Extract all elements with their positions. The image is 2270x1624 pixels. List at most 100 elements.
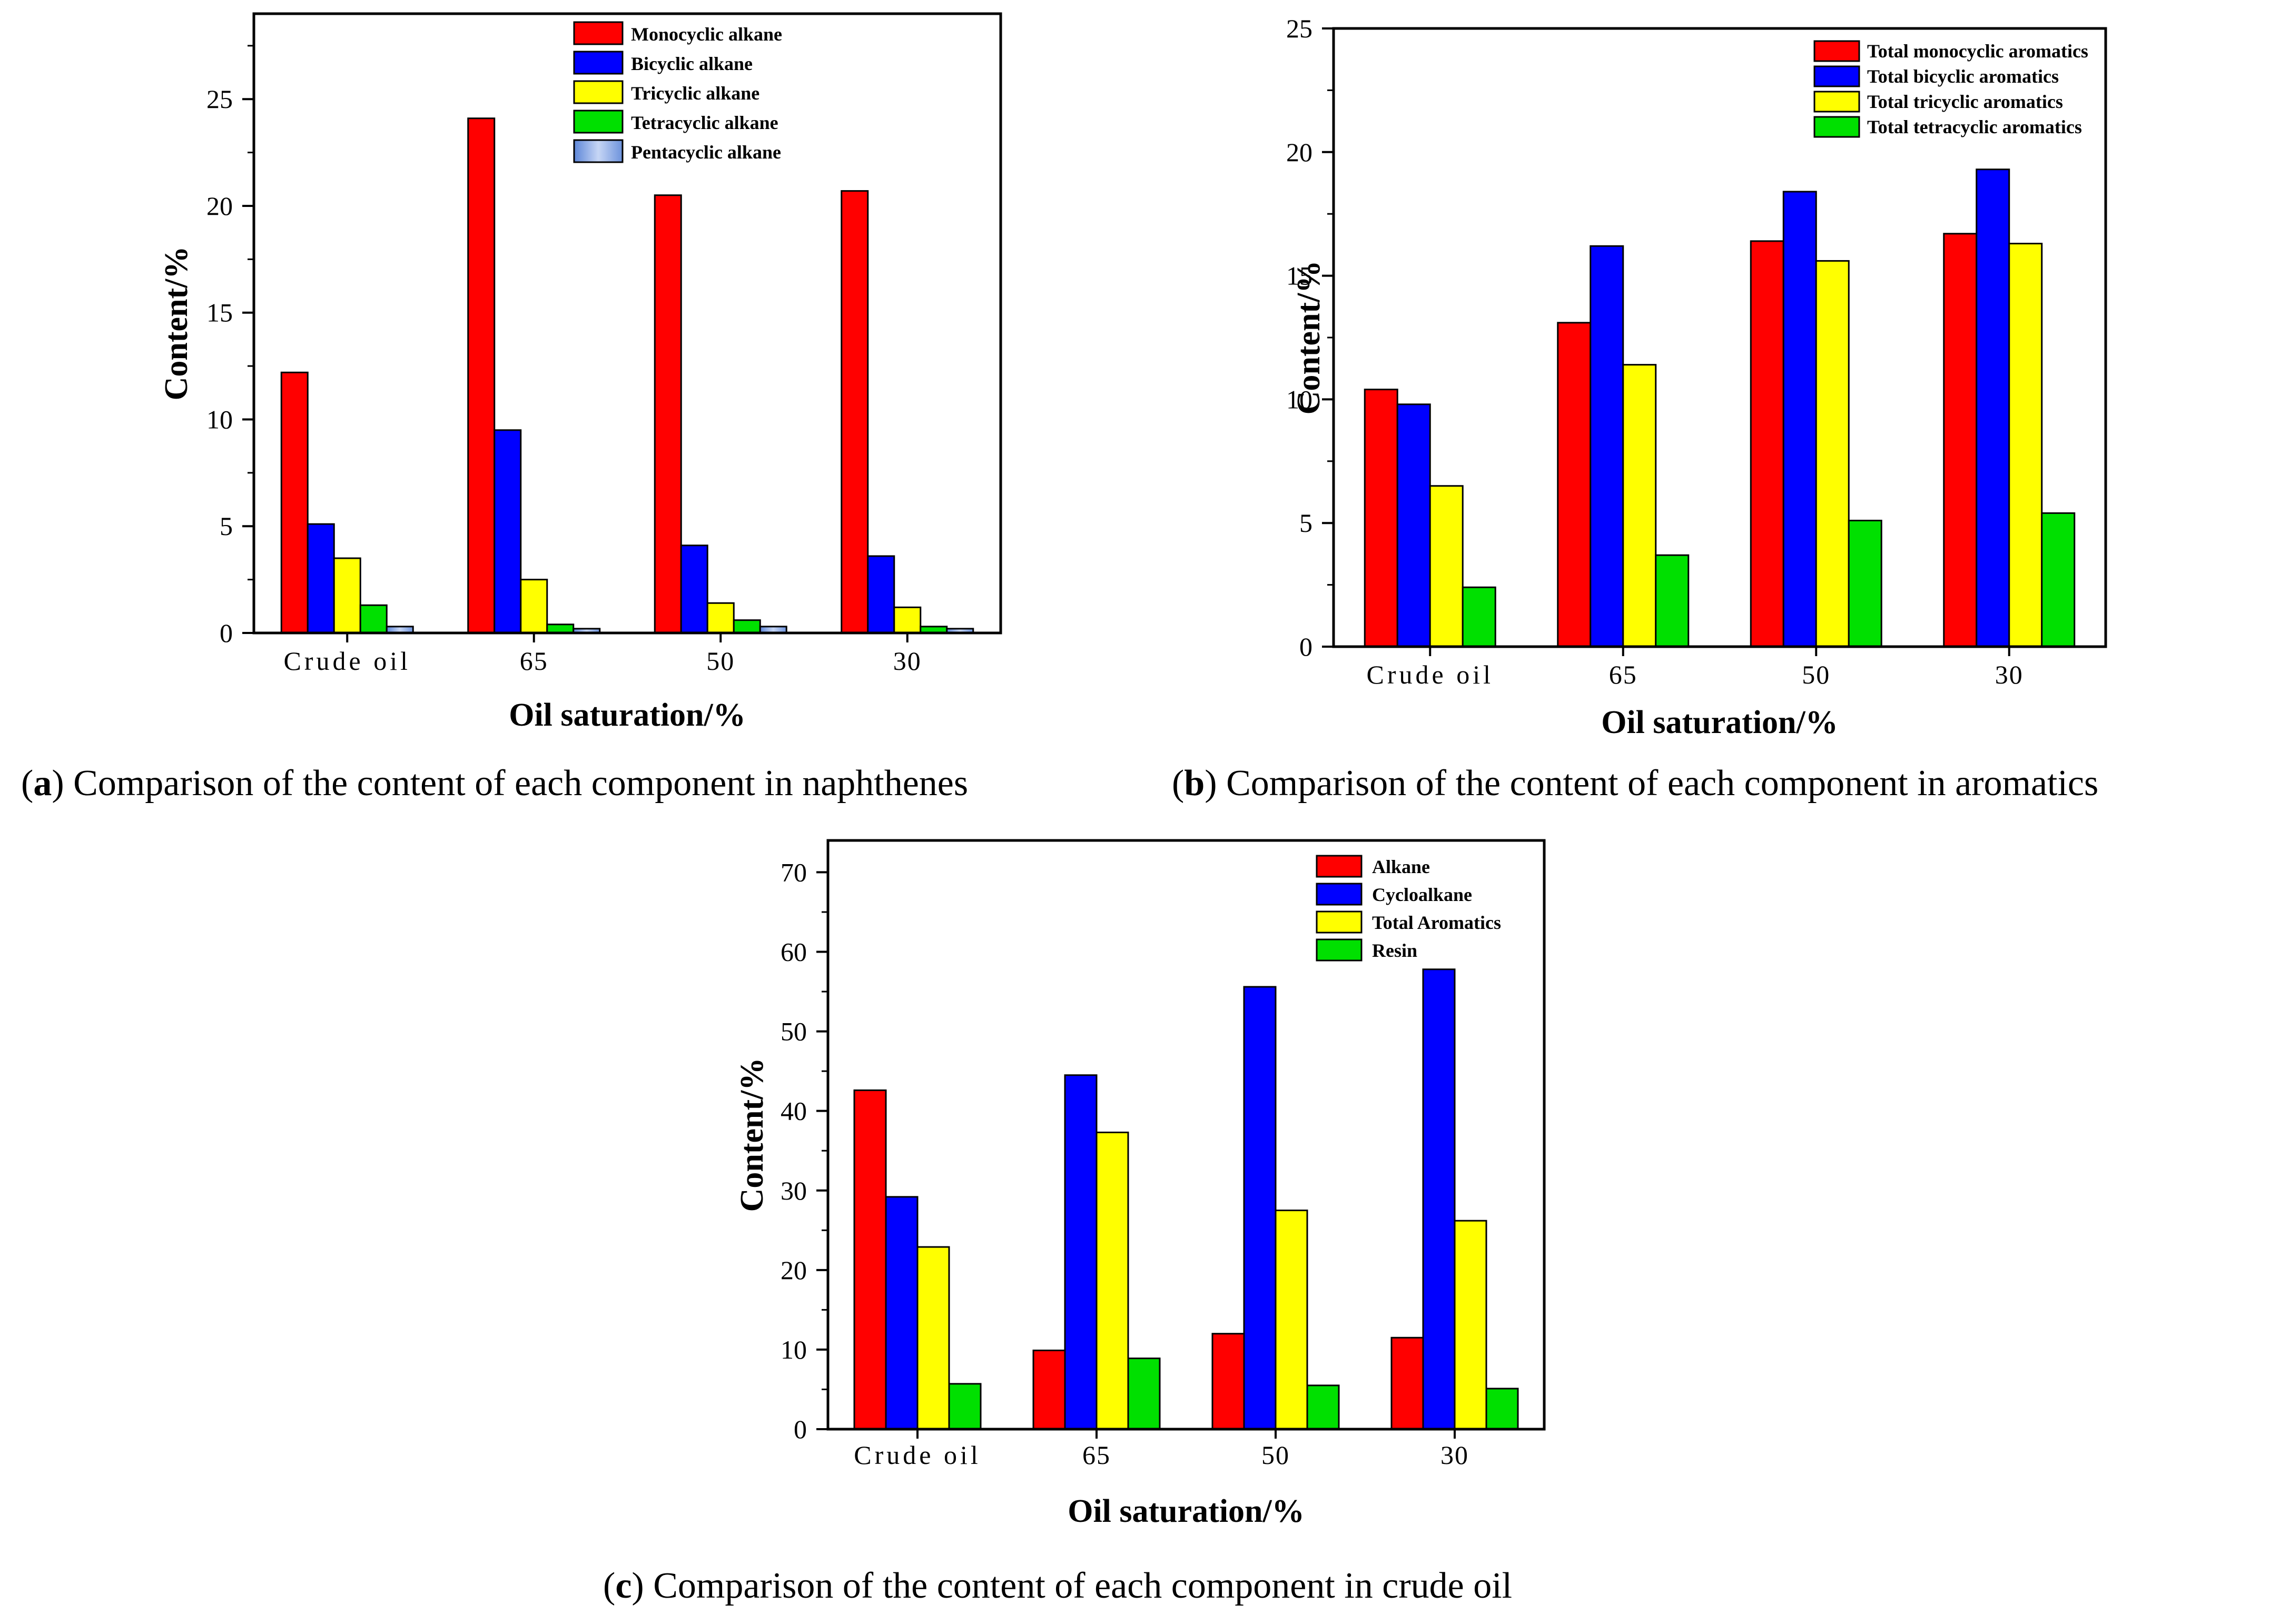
bar-b-total-bicyclic-aromatics-0 [1396, 403, 1431, 648]
x-tick-label-a-1: 65 [520, 646, 548, 676]
x-axis-title-a: Oil saturation/% [509, 697, 746, 733]
y-tick-label-a-5: 5 [220, 511, 233, 541]
bar-c-total-aromatics-3 [1454, 1220, 1487, 1430]
y-tick-label-c-30: 30 [781, 1176, 807, 1205]
y-tick-label-b-0: 0 [1299, 632, 1312, 661]
bar-a-bicyclic-alkane-2 [680, 544, 708, 634]
y-tick-label-a-0: 0 [220, 618, 233, 648]
x-axis-title-b: Oil saturation/% [1601, 705, 1838, 740]
legend-label-c-2: Total Aromatics [1372, 912, 1501, 933]
bar-b-total-tricyclic-aromatics-1 [1622, 364, 1657, 648]
legend-swatch-c-3 [1316, 938, 1363, 962]
legend-swatch-a-1 [573, 51, 624, 75]
legend-label-c-3: Resin [1372, 940, 1417, 961]
legend-swatch-a-0 [573, 21, 624, 45]
y-tick-label-b-20: 20 [1286, 137, 1312, 167]
bar-c-resin-0 [948, 1383, 982, 1430]
bar-b-total-monocyclic-aromatics-0 [1364, 389, 1398, 648]
bar-b-total-bicyclic-aromatics-2 [1782, 191, 1817, 648]
bar-b-total-tetracyclic-aromatics-3 [2041, 512, 2076, 648]
caption-b-letter: b [1184, 763, 1205, 804]
bar-a-tricyclic-alkane-2 [706, 602, 735, 634]
x-tick-label-c-3: 30 [1440, 1440, 1469, 1470]
bar-b-total-monocyclic-aromatics-1 [1557, 322, 1592, 648]
legend-label-c-1: Cycloalkane [1372, 884, 1472, 905]
bar-c-cycloalkane-0 [885, 1196, 919, 1430]
x-tick-label-c-0: Crude oil [854, 1440, 981, 1470]
legend-swatch-a-4 [573, 139, 624, 163]
legend-swatch-c-0 [1316, 855, 1363, 878]
bar-c-total-aromatics-0 [916, 1246, 950, 1430]
bar-a-tetracyclic-alkane-0 [359, 604, 388, 634]
bar-c-alkane-1 [1032, 1349, 1066, 1430]
bar-c-cycloalkane-2 [1243, 986, 1277, 1430]
chart-b-aromatics: 0 5 10 15 20 25 Crude oil 65 50 30 Oil saturation/… [1286, 14, 2107, 740]
x-tick-label-c-2: 50 [1261, 1440, 1290, 1470]
bar-c-total-aromatics-1 [1095, 1131, 1129, 1430]
bar-b-total-monocyclic-aromatics-2 [1750, 240, 1784, 648]
legend-swatch-b-3 [1813, 116, 1860, 138]
y-tick-label-c-0: 0 [794, 1414, 807, 1444]
y-tick-label-c-50: 50 [781, 1017, 807, 1046]
legend-label-a-1: Bicyclic alkane [631, 53, 753, 74]
x-tick-label-b-0: Crude oil [1367, 660, 1494, 689]
legend-swatch-b-1 [1813, 65, 1860, 87]
bar-c-cycloalkane-3 [1422, 968, 1456, 1430]
caption-b: (b) Comparison of the content of each co… [1172, 763, 2099, 804]
x-tick-label-a-2: 50 [706, 646, 735, 676]
bar-c-alkane-2 [1211, 1333, 1245, 1430]
plot-frame-c [826, 839, 1546, 1431]
bar-a-bicyclic-alkane-0 [307, 523, 335, 634]
x-axis-title-c: Oil saturation/% [1068, 1493, 1305, 1529]
legend-swatch-c-2 [1316, 910, 1363, 934]
x-tick-label-a-3: 30 [893, 646, 922, 676]
x-tick-label-b-2: 50 [1802, 660, 1830, 689]
legend-swatch-a-2 [573, 80, 624, 104]
caption-c-letter: c [615, 1566, 632, 1606]
legend-label-a-0: Monocyclic alkane [631, 24, 782, 45]
legend-swatch-c-1 [1316, 883, 1363, 906]
chart-a-naphthenes: 0 5 10 15 20 25 Crude oil 65 50 30 Oil saturation/… [159, 12, 1002, 733]
bar-b-total-bicyclic-aromatics-1 [1590, 245, 1624, 648]
legend-swatch-a-3 [573, 110, 624, 134]
bar-a-tricyclic-alkane-0 [333, 557, 361, 634]
y-tick-label-a-15: 15 [206, 298, 233, 328]
x-tick-label-c-1: 65 [1082, 1440, 1111, 1470]
bar-a-monocyclic-alkane-1 [467, 117, 496, 634]
bar-a-bicyclic-alkane-1 [494, 429, 522, 634]
caption-a-text: Comparison of the content of each compon… [64, 763, 969, 804]
caption-a: (a) Comparison of the content of each co… [21, 763, 969, 804]
bar-c-resin-3 [1485, 1388, 1519, 1430]
bar-b-total-tricyclic-aromatics-0 [1429, 485, 1464, 648]
y-tick-label-a-25: 25 [206, 84, 233, 114]
bar-c-alkane-0 [853, 1089, 887, 1430]
bar-c-alkane-3 [1390, 1336, 1424, 1430]
bar-a-tetracyclic-alkane-2 [733, 619, 761, 634]
bar-c-resin-2 [1306, 1384, 1340, 1430]
y-tick-label-b-5: 5 [1299, 508, 1312, 538]
bar-a-bicyclic-alkane-3 [867, 555, 895, 634]
caption-c-text: Comparison of the content of each compon… [644, 1566, 1513, 1606]
bar-a-monocyclic-alkane-2 [654, 194, 682, 634]
y-tick-label-b-25: 25 [1286, 14, 1312, 43]
plot-frame-a [252, 12, 1002, 635]
bar-b-total-tetracyclic-aromatics-1 [1655, 554, 1690, 648]
y-axis-title-b: Content/% [1291, 261, 1327, 415]
y-tick-label-a-10: 10 [206, 404, 233, 434]
bar-a-monocyclic-alkane-0 [280, 371, 309, 634]
bar-c-total-aromatics-2 [1275, 1210, 1308, 1430]
y-tick-label-a-20: 20 [206, 191, 233, 221]
x-tick-label-a-0: Crude oil [284, 646, 411, 676]
y-axis-title-a: Content/% [159, 246, 194, 401]
y-tick-label-c-10: 10 [781, 1335, 807, 1364]
legend-label-b-0: Total monocyclic aromatics [1867, 41, 2088, 62]
y-tick-label-c-70: 70 [781, 857, 807, 887]
caption-c: (c) Comparison of the content of each co… [603, 1566, 1513, 1606]
y-tick-label-c-60: 60 [781, 937, 807, 967]
legend-label-c-0: Alkane [1372, 856, 1430, 877]
chart-c-crude-oil: 0 10 20 30 40 50 60 70 Crude oil 65 50 30 Oil satura… [734, 839, 1546, 1529]
caption-b-text: Comparison of the content of each compon… [1217, 763, 2099, 804]
bar-b-total-bicyclic-aromatics-3 [1976, 169, 2010, 648]
bar-b-total-tricyclic-aromatics-2 [1815, 260, 1850, 648]
y-axis-title-c: Content/% [734, 1058, 770, 1212]
